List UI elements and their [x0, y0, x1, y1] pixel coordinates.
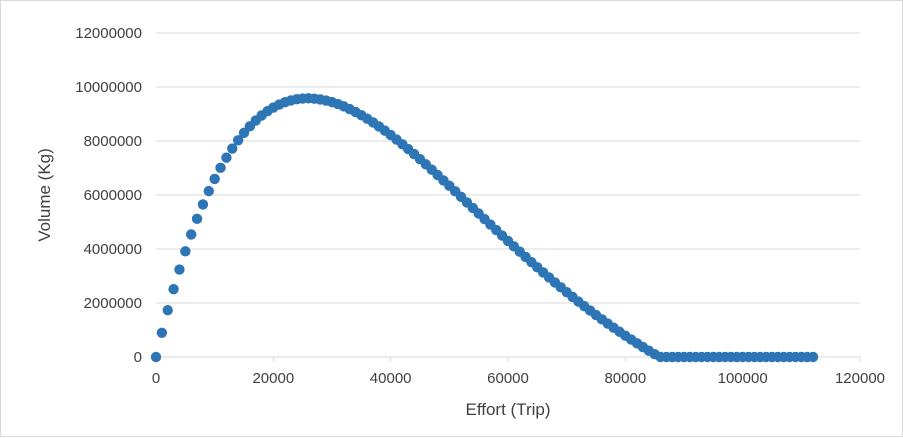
x-axis-title: Effort (Trip): [465, 400, 550, 419]
y-tick-label: 0: [134, 349, 142, 366]
y-tick-label: 12000000: [75, 25, 142, 42]
data-point: [209, 173, 220, 185]
data-point: [232, 135, 244, 146]
x-tick-label: 80000: [604, 370, 646, 387]
x-tick-label: 40000: [370, 370, 412, 387]
x-tick-label: 100000: [718, 370, 768, 387]
gridlines: [156, 32, 860, 304]
data-point: [174, 264, 185, 275]
data-point: [227, 143, 238, 154]
data-point: [150, 351, 162, 363]
data-point: [807, 351, 819, 363]
y-tick-label: 10000000: [75, 79, 142, 96]
data-point: [221, 152, 232, 163]
data-point: [191, 213, 203, 225]
data-point: [186, 229, 197, 240]
tick-labels: 0 2000000 4000000 6000000 8000000 10000000 120…: [75, 25, 885, 387]
x-tick-label: 120000: [835, 370, 885, 387]
data-point: [156, 327, 168, 339]
data-point: [215, 162, 226, 174]
y-tick-label: 6000000: [84, 187, 142, 204]
y-tick-label: 8000000: [84, 133, 142, 150]
data-point: [168, 283, 179, 295]
x-tick-label: 20000: [252, 370, 294, 387]
x-tick-label: 60000: [487, 370, 529, 387]
data-point: [197, 199, 209, 210]
y-tick-label: 4000000: [84, 241, 142, 258]
x-tick-label: 0: [152, 370, 160, 387]
data-points: [150, 93, 819, 363]
y-axis-title: Volume (Kg): [35, 148, 54, 242]
data-point: [180, 246, 191, 257]
y-tick-label: 2000000: [84, 295, 142, 312]
data-point: [162, 305, 173, 316]
data-point: [203, 185, 214, 197]
